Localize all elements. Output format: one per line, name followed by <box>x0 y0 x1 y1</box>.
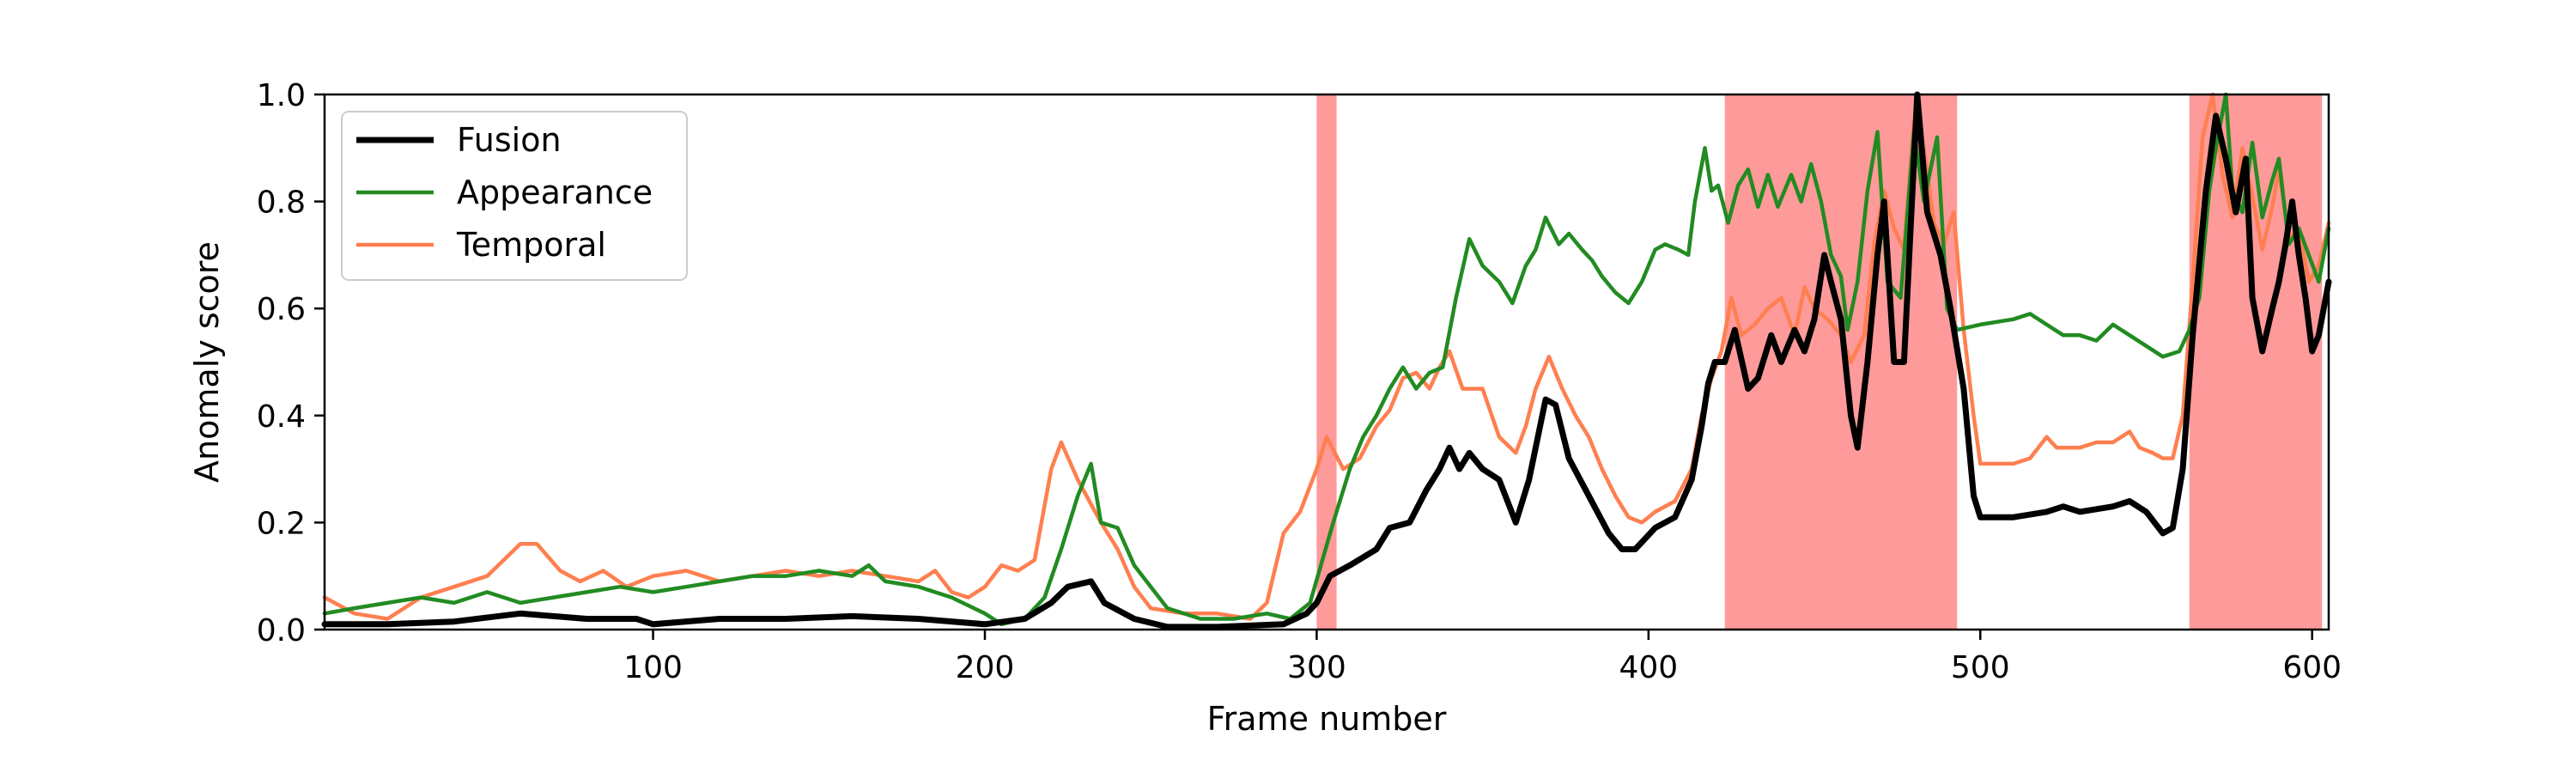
series-line-appearance <box>322 92 2331 627</box>
x-tick-label: 400 <box>1619 650 1678 685</box>
x-axis-label: Frame number <box>1207 700 1447 738</box>
series-line-temporal <box>322 92 2331 621</box>
legend-label-temporal: Temporal <box>456 226 606 264</box>
y-tick-label: 0.8 <box>257 186 306 221</box>
legend-label-appearance: Appearance <box>457 173 653 211</box>
x-tick-label: 100 <box>623 650 683 685</box>
y-axis: 0.0 0.2 0.4 0.6 0.8 1.0 <box>257 78 325 648</box>
plot-frame <box>323 93 2330 631</box>
x-tick-label: 600 <box>2282 650 2342 685</box>
series-lines <box>321 91 2332 630</box>
x-axis: 100 200 300 400 500 600 <box>623 630 2342 685</box>
series-line-fusion <box>321 91 2332 630</box>
y-axis-label: Anomaly score <box>188 241 226 483</box>
anomaly-regions <box>1316 94 2323 630</box>
y-tick-label: 1.0 <box>257 78 306 113</box>
y-tick-label: 0.4 <box>257 399 306 435</box>
y-tick-label: 0.2 <box>257 506 306 541</box>
legend-label-fusion: Fusion <box>457 121 562 159</box>
y-tick-label: 0.0 <box>257 613 306 648</box>
x-tick-label: 200 <box>956 650 1015 685</box>
legend-box <box>341 111 688 281</box>
y-tick-label: 0.6 <box>257 292 306 327</box>
x-tick-label: 500 <box>1951 650 2010 685</box>
x-tick-label: 300 <box>1287 650 1346 685</box>
legend: Fusion Appearance Temporal <box>341 111 688 281</box>
anomaly-region-1 <box>1316 94 1337 630</box>
